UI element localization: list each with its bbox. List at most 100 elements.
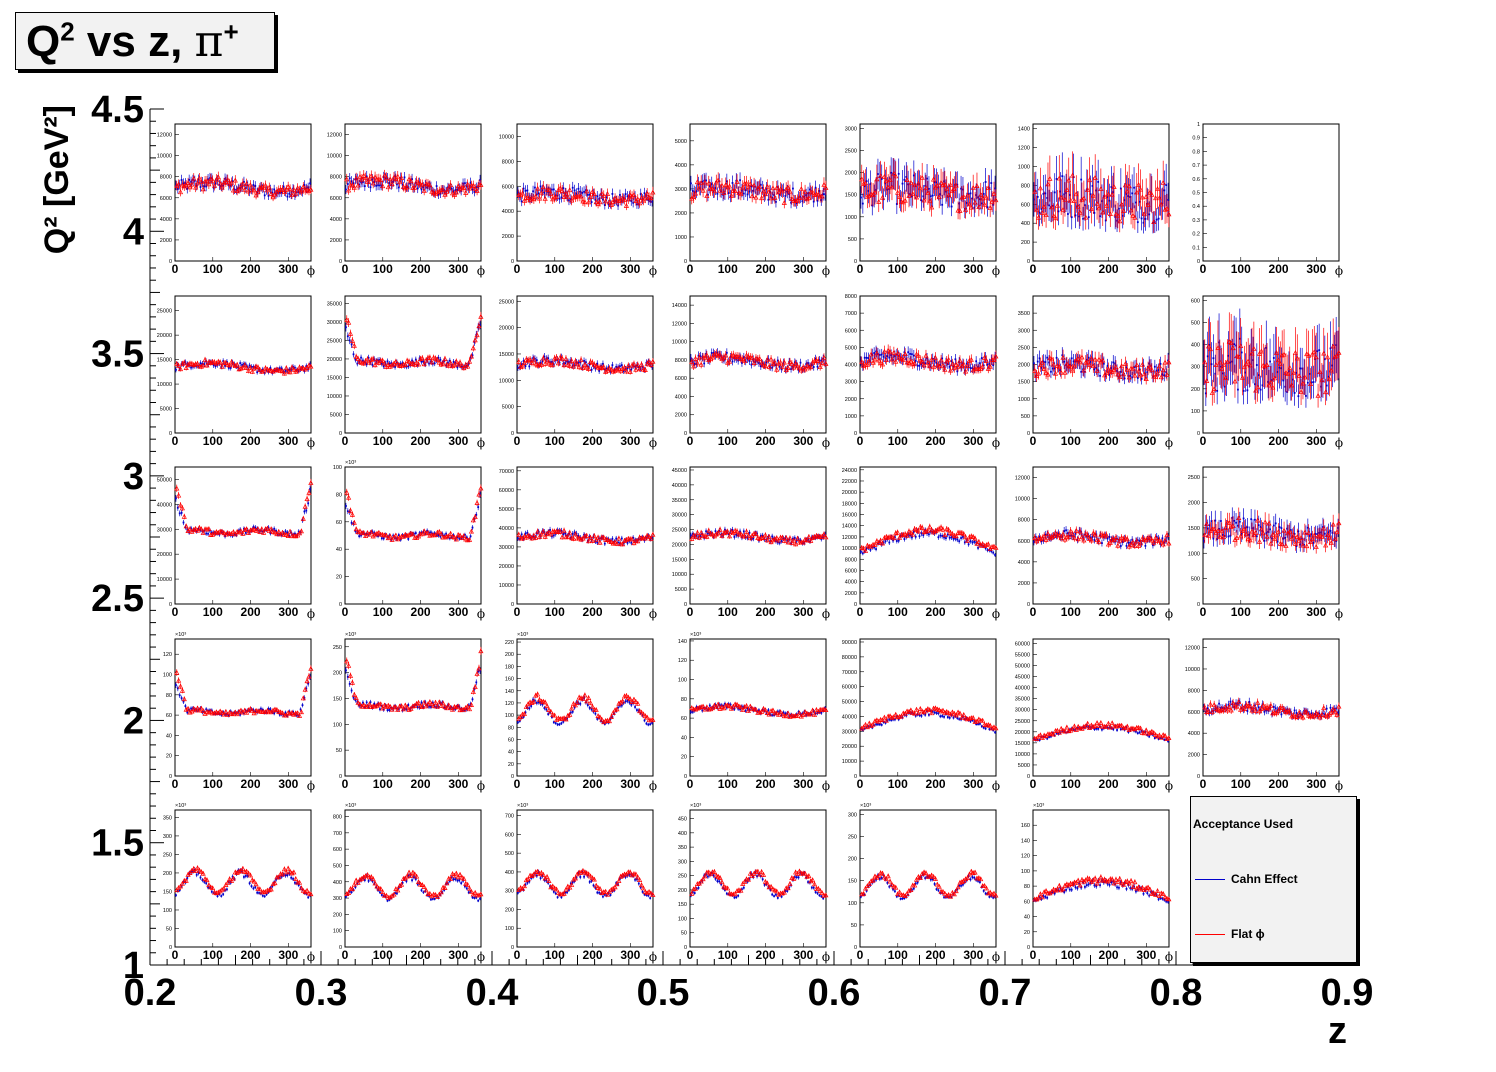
cahn-point	[403, 176, 406, 179]
cahn-point	[935, 362, 938, 364]
flat-point	[768, 356, 774, 362]
cahn-point	[1316, 350, 1319, 353]
panel-y-tick-label: 12000	[672, 321, 687, 327]
flat-point	[1051, 361, 1057, 367]
flat-point	[1103, 370, 1110, 376]
flat-point	[738, 191, 744, 196]
cahn-point	[624, 193, 627, 195]
cahn-point	[1074, 360, 1077, 363]
cahn-point	[416, 187, 419, 190]
cahn-point	[880, 178, 883, 180]
cahn-point	[237, 366, 240, 369]
flat-point	[1294, 355, 1300, 361]
cahn-point	[790, 368, 792, 370]
flat-point	[1064, 186, 1070, 192]
flat-point	[1162, 359, 1168, 365]
flat-point	[304, 364, 310, 370]
cahn-point	[1261, 384, 1264, 387]
flat-point	[991, 357, 997, 362]
flat-point	[177, 189, 184, 195]
flat-point	[798, 367, 804, 373]
flat-point	[900, 356, 906, 362]
flat-point	[434, 356, 440, 362]
cahn-point	[303, 184, 306, 186]
panel-y-tick-label: 0	[684, 259, 687, 265]
cahn-point	[725, 351, 728, 354]
flat-point	[983, 357, 989, 363]
cahn-point	[1070, 216, 1073, 219]
panel-x-tick-label: 100	[203, 262, 223, 276]
cahn-point	[467, 187, 470, 190]
cahn-point	[810, 364, 813, 366]
flat-point	[257, 529, 263, 534]
flat-point	[1285, 370, 1291, 376]
flat-point	[1249, 350, 1255, 356]
cahn-point	[437, 356, 440, 359]
flat-point	[637, 365, 643, 371]
flat-point	[565, 194, 571, 200]
cahn-point	[286, 531, 289, 534]
cahn-point	[522, 360, 525, 362]
flat-point	[266, 184, 272, 190]
flat-point	[584, 364, 590, 370]
flat-point	[970, 184, 976, 190]
flat-point	[381, 360, 388, 366]
cahn-point	[931, 194, 934, 197]
cahn-point	[914, 185, 917, 187]
flat-point	[798, 186, 804, 192]
panel-x-tick-label: 300	[278, 434, 298, 448]
flat-point	[1258, 348, 1264, 354]
flat-point	[757, 183, 763, 189]
flat-point	[253, 192, 259, 198]
cahn-point	[746, 193, 749, 196]
flat-point	[351, 519, 357, 525]
cahn-point	[775, 200, 777, 203]
flat-point	[357, 173, 363, 179]
flat-point	[1328, 367, 1334, 373]
flat-point	[582, 361, 588, 367]
cahn-point	[267, 194, 270, 197]
flat-point	[427, 182, 433, 188]
flat-point	[957, 357, 963, 363]
cahn-point	[416, 364, 419, 366]
flat-point	[913, 194, 920, 200]
cahn-point	[875, 350, 877, 353]
cahn-point	[1284, 385, 1287, 388]
flat-point	[878, 173, 884, 179]
flat-point	[887, 177, 893, 182]
cahn-point	[1210, 363, 1213, 366]
cahn-point	[301, 191, 304, 194]
cahn-point	[598, 197, 601, 200]
cahn-point	[369, 186, 372, 189]
cahn-point	[1327, 375, 1330, 378]
cahn-point	[630, 200, 633, 202]
flat-point	[1073, 191, 1079, 197]
flat-point	[889, 356, 895, 362]
cahn-point	[1148, 362, 1151, 365]
flat-point	[287, 186, 293, 192]
flat-point	[1136, 182, 1142, 187]
flat-point	[240, 364, 246, 370]
cahn-point	[345, 326, 347, 329]
cahn-point	[1320, 385, 1322, 388]
flat-point	[193, 525, 199, 531]
flat-point	[637, 200, 643, 206]
flat-point	[1047, 175, 1053, 181]
cahn-point	[725, 180, 728, 183]
flat-point	[742, 358, 748, 363]
cahn-point	[975, 194, 978, 196]
flat-point	[946, 356, 952, 362]
flat-point	[612, 368, 618, 373]
cahn-point	[588, 363, 591, 366]
flat-point	[993, 197, 999, 203]
panel-y-tick-label: 8000	[330, 175, 342, 181]
flat-point	[395, 361, 401, 367]
cahn-point	[573, 364, 576, 367]
cahn-point	[401, 183, 404, 186]
cahn-point	[226, 360, 228, 363]
panel-x-tick-label: 300	[278, 605, 298, 619]
cahn-point	[184, 526, 187, 529]
flat-point	[553, 193, 560, 199]
